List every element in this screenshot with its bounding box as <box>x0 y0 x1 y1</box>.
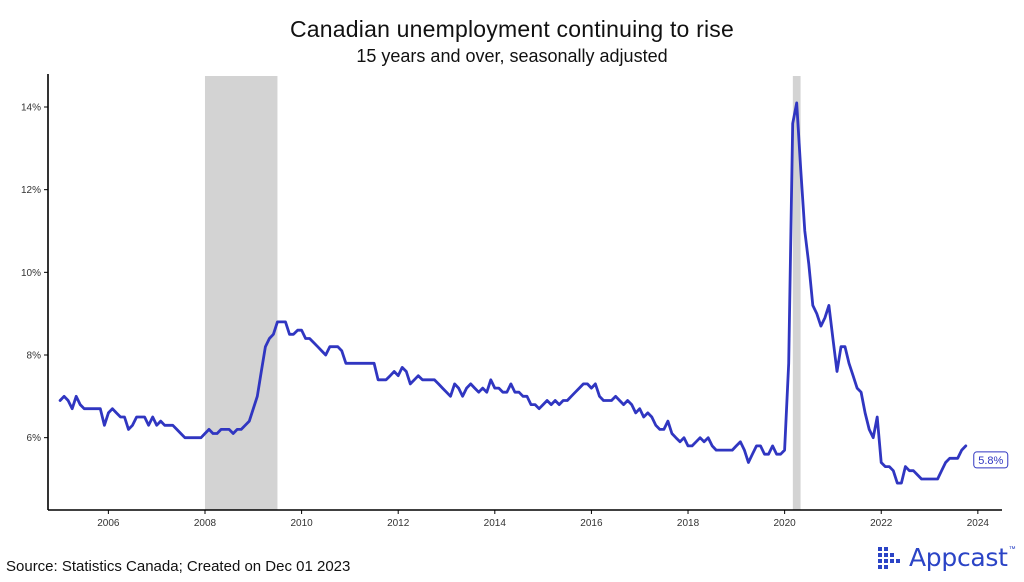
y-tick-label: 12% <box>21 185 41 196</box>
labels-group: 5.8% <box>973 451 1009 469</box>
y-tick-label: 10% <box>21 268 41 279</box>
recession-band <box>204 76 278 510</box>
x-tick-label: 2016 <box>580 518 603 529</box>
end-label-box <box>973 451 1009 469</box>
x-tick-label: 2022 <box>870 518 893 529</box>
axes-group: 6% 8% 10% 12% 14% 2006 2008 2010 2012 2014 2016 201… <box>21 74 1002 529</box>
x-tick-label: 2020 <box>774 518 797 529</box>
chart-title: Canadian unemployment continuing to rise <box>290 16 734 42</box>
appcast-logo: Appcast ™ <box>876 543 1016 572</box>
recession-band <box>792 76 801 510</box>
series-line <box>58 101 968 485</box>
x-tick-label: 2006 <box>97 518 120 529</box>
dot-grid-icon <box>878 546 900 569</box>
x-tick-label: 2012 <box>387 518 410 529</box>
source-note: Source: Statistics Canada; Created on De… <box>6 558 351 575</box>
y-tick-label: 14% <box>21 103 41 114</box>
recession-shading-group <box>204 76 801 510</box>
y-tick-label: 8% <box>27 351 42 362</box>
x-tick-label: 2008 <box>194 518 217 529</box>
y-tick-label: 6% <box>27 433 42 444</box>
series-group <box>58 101 968 485</box>
x-tick-label: 2010 <box>290 518 313 529</box>
logo-trademark: ™ <box>1008 546 1016 553</box>
logo-wordmark: Appcast <box>909 543 1008 572</box>
end-value-label: 5.8% <box>978 455 1003 467</box>
x-tick-label: 2014 <box>484 518 507 529</box>
chart-subtitle: 15 years and over, seasonally adjusted <box>356 46 668 66</box>
x-tick-label: 2024 <box>967 518 990 529</box>
x-tick-label: 2018 <box>677 518 700 529</box>
